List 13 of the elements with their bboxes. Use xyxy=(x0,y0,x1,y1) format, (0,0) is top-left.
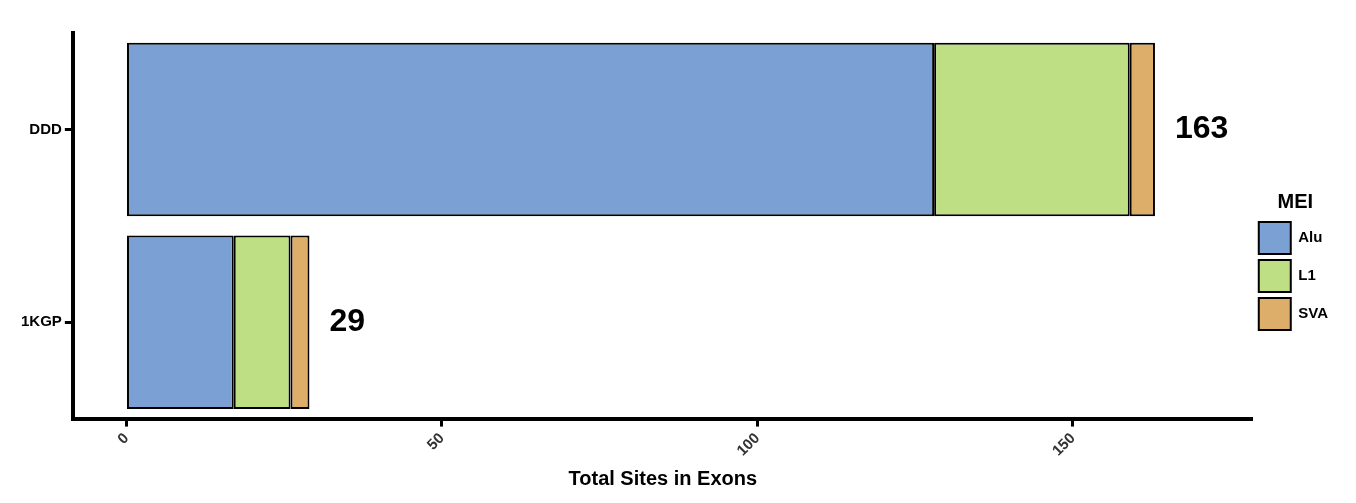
legend-label: L1 xyxy=(1298,266,1316,284)
x-tick-label: 100 xyxy=(732,428,763,459)
x-tick-label: 50 xyxy=(423,428,448,453)
x-tick-label: 150 xyxy=(1048,428,1078,459)
legend-label: Alu xyxy=(1298,228,1323,246)
x-axis-title: Total Sites in Exons xyxy=(568,466,758,489)
legend-label: SVA xyxy=(1298,304,1329,322)
y-tick-label: DDD xyxy=(29,119,63,137)
legend-title: MEI xyxy=(1277,189,1314,212)
total-label: 163 xyxy=(1174,109,1229,146)
x-tick-label: 0 xyxy=(113,428,132,447)
y-tick-label: 1KGP xyxy=(20,312,62,330)
total-label: 29 xyxy=(329,302,366,339)
